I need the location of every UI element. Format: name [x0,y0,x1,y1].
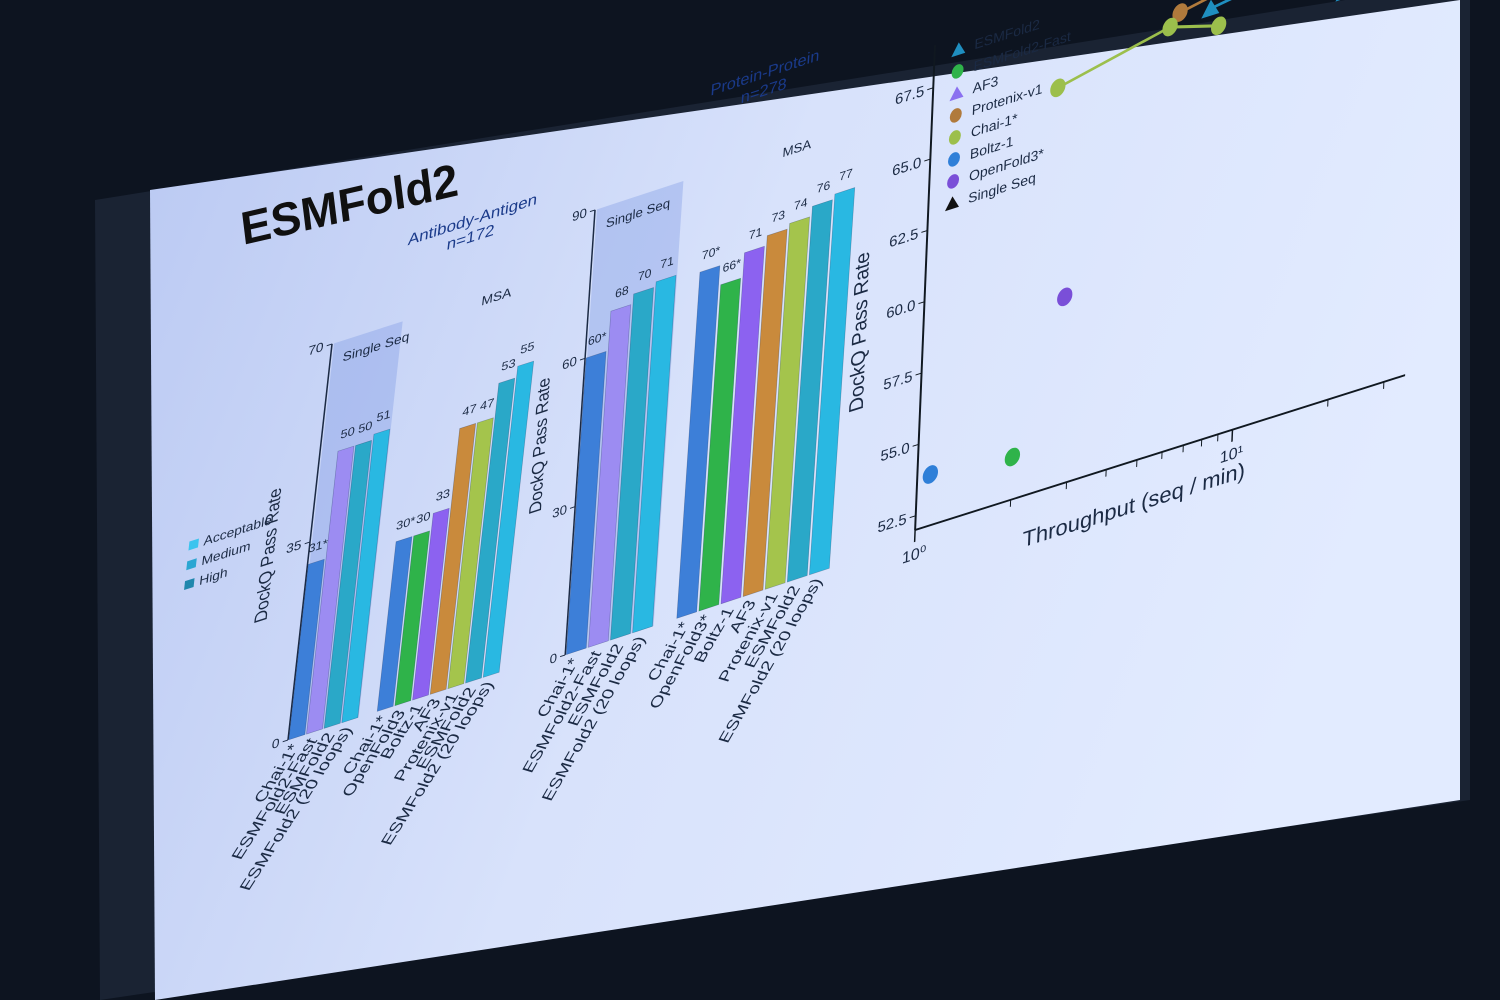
bar [632,274,677,634]
bar [565,351,607,656]
value-label: 76 [816,178,831,196]
bar [742,228,788,597]
y-tick [560,654,566,658]
y-tick-label: 60 [562,353,578,372]
value-label: 53 [501,356,517,374]
point [1050,78,1066,98]
bar [482,360,535,678]
bar [306,445,355,735]
bar [376,536,413,712]
y-tick-label: 0 [549,650,557,667]
y-tick [918,301,925,305]
y-tick [924,158,931,162]
point [922,465,939,484]
y-tick-label: 30 [552,502,568,521]
y-tick [589,209,596,213]
y-tick-label: 70 [307,339,324,358]
bar [394,530,430,707]
value-label: 68 [615,283,630,301]
value-label: 77 [839,166,854,184]
value-label: 74 [793,195,808,213]
bar [588,304,632,648]
x-axis [915,374,1406,531]
value-label: 60* [588,329,607,349]
y-tick-label: 35 [285,537,302,556]
y-tick [912,443,919,447]
point [1211,16,1227,36]
value-label: 71 [748,225,763,243]
y-tick-label: 90 [572,205,588,224]
bar [323,440,372,729]
bar [720,245,765,605]
legend-swatch [188,538,199,551]
value-label: 73 [771,208,786,226]
point [1172,3,1188,22]
legend-marker [947,174,960,189]
y-tick [326,343,333,347]
legend-marker [951,64,964,79]
legend-marker [944,196,959,212]
point [1201,0,1220,19]
legend-swatch [184,578,195,591]
y-tick [569,506,576,509]
bar [698,277,741,612]
y-axis [564,209,596,656]
bar [288,558,325,741]
value-label: 70 [637,266,652,284]
value-label: 71 [660,254,675,272]
value-label: 47 [462,401,478,419]
value-label: 50 [340,424,356,442]
value-label: 47 [479,396,495,414]
bar [412,507,450,701]
value-label: 30 [416,509,432,527]
bar [764,216,810,590]
bar [465,377,516,684]
bar [676,265,721,619]
legend-marker [949,108,962,123]
y-tick [579,357,586,361]
point [1057,287,1073,307]
bar [610,287,654,641]
legend-swatch [186,558,197,571]
value-label: 55 [520,339,536,357]
y-axis [914,44,936,531]
y-tick-label: 0 [271,735,281,752]
legend-marker [949,86,964,102]
value-label: 50 [358,419,374,437]
value-label: 51 [376,407,392,425]
value-label: 33 [435,486,451,504]
y-tick [304,541,311,545]
point [1162,17,1178,37]
y-tick [921,229,928,233]
bar [809,187,856,576]
bar [429,422,477,695]
bar [447,417,494,690]
y-tick [909,515,916,519]
value-label: 66* [722,256,741,276]
bar [786,199,833,583]
point [1004,447,1021,467]
value-label: 70* [701,243,720,263]
y-tick [927,87,934,91]
y-tick [915,372,922,376]
legend-marker [951,42,966,58]
legend-marker [948,152,960,167]
bar [341,428,391,724]
y-tick [282,739,289,743]
legend-marker [948,130,961,145]
